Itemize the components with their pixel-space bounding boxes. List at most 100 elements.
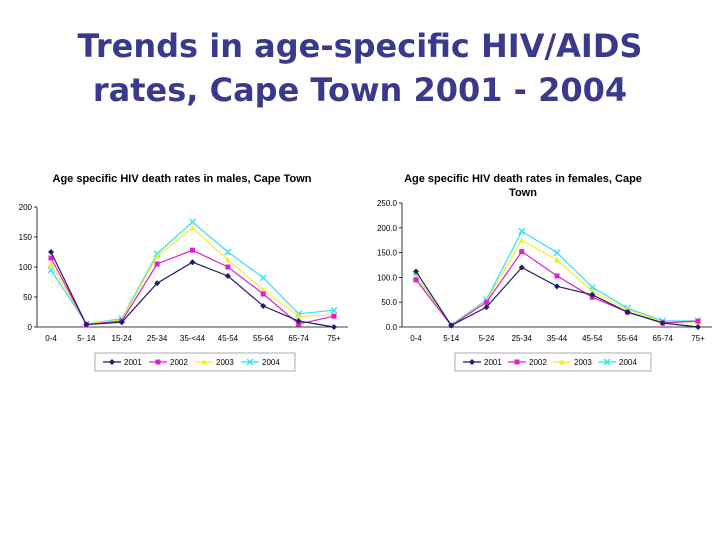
slide-title-line-1: Trends in age-specific HIV/AIDS [77,27,643,65]
females-legend-marker-2002 [514,359,520,365]
males-chart-svg: Age specific HIV death rates in males, C… [19,173,348,372]
males-x-tick-label: 35-<44 [180,334,206,343]
females-x-tick-label: 5-14 [443,334,460,343]
males-point-2001 [154,280,161,287]
females-legend-label-2001: 2001 [484,358,502,367]
females-point-2001 [695,324,701,330]
males-point-2003 [189,225,196,231]
females-point-2003 [589,288,596,294]
females-death-rate-chart: Age specific HIV death rates in females,… [360,165,720,380]
males-y-tick-label: 100 [19,263,33,272]
females-x-tick-label: 25-34 [512,334,533,343]
males-point-2001 [48,249,54,255]
females-x-tick-label: 65-74 [653,334,674,343]
females-legend-label-2003: 2003 [574,358,592,367]
females-legend-marker-2001 [469,359,475,365]
males-series-line-2004 [50,221,335,325]
males-point-2001 [260,303,267,309]
males-point-2001 [83,321,90,328]
females-y-tick-label: 50.0 [381,298,397,307]
females-x-tick-label: 55-64 [617,334,638,343]
males-point-2002 [190,247,195,253]
males-point-2004 [224,248,232,256]
males-point-2002 [331,313,337,319]
males-point-2001 [224,273,231,279]
males-legend-label-2003: 2003 [216,358,234,367]
males-point-2001 [118,319,125,326]
females-point-2004 [553,249,561,257]
males-legend-label-2004: 2004 [262,358,280,367]
males-legend-marker-2001 [109,359,115,365]
males-point-2003 [48,261,54,267]
females-y-tick-label: 150.0 [377,249,398,258]
males-y-tick-label: 200 [19,203,33,212]
females-point-2003 [518,237,525,243]
slide-title: Trends in age-specific HIV/AIDS rates, C… [0,24,720,112]
males-x-tick-label: 65-74 [288,334,309,343]
females-x-tick-label: 75+ [691,334,705,343]
males-death-rate-chart: Age specific HIV death rates in males, C… [0,165,360,380]
males-point-2002 [260,291,266,297]
females-point-2002 [554,273,560,279]
males-series-line-2003 [50,227,335,325]
males-point-2003 [260,286,267,293]
males-legend-marker-2002 [155,359,161,365]
males-point-2002 [154,261,160,267]
females-point-2003 [554,257,560,263]
females-point-2001 [483,304,490,311]
females-point-2001 [413,268,419,275]
males-point-2001 [331,324,337,330]
slide-title-line-2: rates, Cape Town 2001 - 2004 [92,71,628,109]
males-x-tick-label: 25-34 [147,334,168,343]
females-x-tick-label: 45-54 [582,334,603,343]
females-point-2002 [484,299,489,305]
males-x-tick-label: 75+ [327,334,341,343]
females-y-tick-label: 250.0 [377,199,398,208]
males-x-tick-label: 0-4 [45,334,57,343]
females-y-tick-label: 100.0 [377,273,398,282]
females-point-2002 [695,318,701,324]
males-x-tick-label: 5- 14 [77,334,96,343]
males-x-tick-label: 45-54 [218,334,239,343]
males-point-2004 [330,306,338,314]
males-y-tick-label: 0 [28,323,33,332]
males-point-2004 [259,274,267,282]
males-point-2003 [154,253,161,259]
females-point-2001 [448,322,455,329]
females-x-tick-label: 5-24 [478,334,495,343]
females-point-2004 [518,227,526,235]
males-y-tick-label: 50 [23,293,32,302]
females-chart-title-line-1: Age specific HIV death rates in females,… [404,173,642,185]
males-point-2003 [295,313,302,319]
males-y-tick-label: 150 [19,233,33,242]
females-y-tick-label: 0.0 [386,323,398,332]
males-chart-title-line-1: Age specific HIV death rates in males, C… [53,173,312,185]
females-x-tick-label: 35-44 [547,334,568,343]
females-legend-marker-2004 [603,358,611,366]
males-legend-label-2002: 2002 [170,358,188,367]
females-legend-marker-2003 [559,359,565,365]
females-chart-svg: Age specific HIV death rates in females,… [377,173,712,372]
females-point-2001 [518,264,525,271]
females-point-2002 [519,249,525,255]
males-legend-marker-2003 [201,359,207,365]
females-x-tick-label: 0-4 [410,334,422,343]
females-point-2001 [554,283,560,290]
females-point-2001 [659,320,666,327]
males-legend-label-2001: 2001 [124,358,142,367]
females-legend-label-2002: 2002 [529,358,547,367]
females-chart-title-line-2: Town [509,187,537,199]
females-y-tick-label: 200.0 [377,224,398,233]
males-point-2003 [224,256,231,263]
males-x-tick-label: 55-64 [253,334,274,343]
males-point-2001 [189,259,196,266]
males-point-2002 [225,264,231,270]
females-point-2002 [413,277,419,283]
males-x-tick-label: 15-24 [112,334,133,343]
females-legend-label-2004: 2004 [619,358,637,367]
males-point-2001 [295,318,302,324]
females-point-2001 [589,291,596,298]
females-point-2001 [624,309,631,316]
males-point-2004 [189,218,196,226]
males-point-2002 [48,255,54,261]
